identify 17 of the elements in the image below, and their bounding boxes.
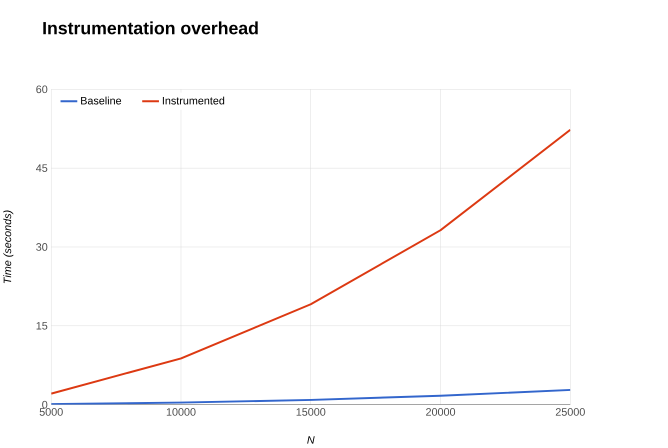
y-tick-label: 15 bbox=[36, 322, 48, 330]
x-tick-label: 20000 bbox=[426, 408, 456, 416]
line-series bbox=[51, 389, 570, 405]
x-axis-title: N bbox=[307, 436, 315, 444]
x-tick-label: 5000 bbox=[40, 408, 63, 416]
y-tick-label: 30 bbox=[36, 243, 48, 251]
x-tick-label: 10000 bbox=[166, 408, 196, 416]
y-axis-title: Time (seconds) bbox=[3, 210, 14, 284]
y-tick-label: 0 bbox=[42, 400, 48, 409]
x-tick-label: 25000 bbox=[556, 408, 585, 416]
x-tick-label: 15000 bbox=[296, 408, 326, 416]
y-tick-label: 60 bbox=[36, 86, 48, 94]
legend-label: Baseline bbox=[81, 96, 122, 105]
line-series bbox=[51, 128, 570, 395]
legend-label: Instrumented bbox=[162, 96, 224, 105]
y-tick-label: 45 bbox=[36, 164, 48, 172]
chart-title: Instrumentation overhead bbox=[43, 21, 258, 34]
